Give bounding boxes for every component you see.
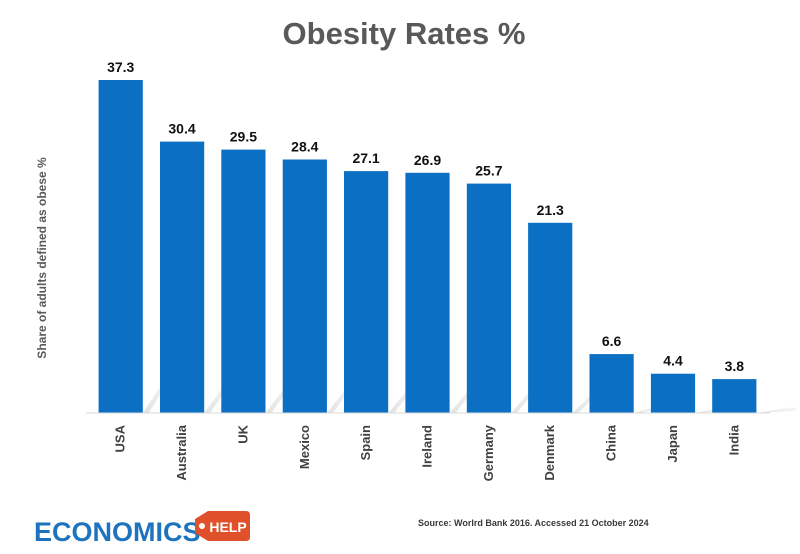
bar-mexico (282, 159, 327, 413)
bar-india (712, 379, 757, 413)
value-label: 3.8 (725, 358, 745, 374)
bar-china (589, 354, 634, 413)
value-labels-group: 37.3 30.4 29.5 28.4 27.1 26.9 25.7 21.3 6.6 4.4 3.… (107, 59, 744, 374)
bar-denmark (528, 222, 573, 413)
value-label: 21.3 (537, 202, 564, 218)
category-label: Denmark (542, 424, 557, 480)
value-label: 6.6 (602, 333, 622, 349)
category-label: India (726, 424, 741, 455)
value-label: 26.9 (414, 152, 441, 168)
bar-germany (466, 183, 511, 413)
value-label: 4.4 (663, 353, 683, 369)
category-label: Australia (174, 424, 189, 480)
bar-japan (650, 373, 696, 413)
logo-tag-hole (199, 523, 205, 529)
category-label: Japan (665, 425, 680, 463)
y-axis-label: Share of adults defined as obese % (35, 157, 49, 359)
bar-uk (221, 149, 266, 413)
category-labels-group: USA Australia UK Mexico Spain Ireland Germany D… (113, 424, 742, 481)
value-label: 27.1 (352, 150, 379, 166)
value-label: 30.4 (168, 121, 195, 137)
category-label: Ireland (420, 425, 435, 468)
category-label: Mexico (297, 425, 312, 469)
bar-ireland (405, 172, 450, 413)
chart-title: Obesity Rates % (283, 16, 526, 51)
economics-help-logo: ECONOMICS HELP (34, 511, 250, 547)
source-note: Source: Worlrd Bank 2016. Accessed 21 Oc… (418, 518, 649, 528)
category-label: China (604, 424, 619, 461)
logo-tag-shape (195, 511, 250, 541)
bar-usa (98, 80, 143, 413)
category-label: UK (235, 424, 250, 443)
logo-word: ECONOMICS (34, 517, 201, 547)
bars-group (98, 80, 757, 413)
category-label: USA (113, 424, 128, 452)
category-label: Germany (481, 424, 496, 481)
bar-australia (160, 141, 205, 413)
category-label: Spain (358, 425, 373, 460)
value-label: 29.5 (230, 129, 257, 145)
value-label: 37.3 (107, 59, 134, 75)
bar-shadow (756, 406, 797, 413)
logo-tag-text: HELP (209, 519, 246, 535)
bar-spain (344, 171, 389, 413)
value-label: 25.7 (475, 163, 502, 179)
value-label: 28.4 (291, 139, 318, 155)
